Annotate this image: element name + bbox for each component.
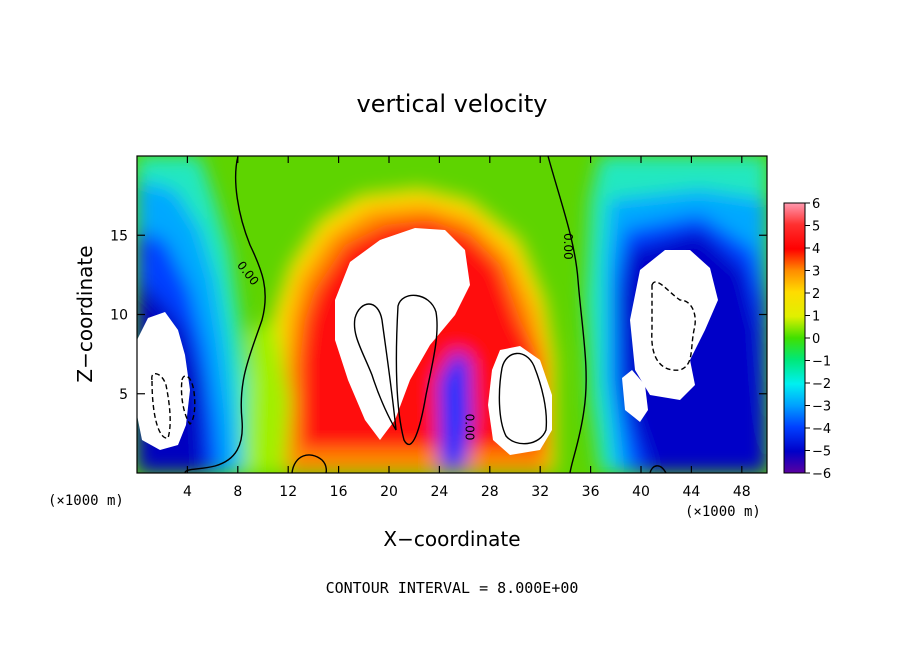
x-tick-label: 44: [682, 484, 700, 500]
y-axis-ticks: 5 10 15: [110, 228, 767, 403]
contour-label: 0.00: [463, 414, 477, 441]
colorbar-tick-label: −6: [812, 467, 831, 482]
negative-contour-left: [151, 373, 171, 439]
colorbar-ticks: 6 5 4 3 2 1 0 −1 −2 −3 −4 −5 −6: [805, 197, 831, 482]
colorbar-tick-label: −1: [812, 355, 831, 370]
y-tick-label: 10: [110, 308, 128, 324]
white-core-left: [137, 312, 190, 450]
white-core-right-small: [622, 370, 648, 422]
colorbar-tick-label: 0: [812, 332, 820, 347]
x-unit-right: (×1000 m): [685, 504, 761, 520]
x-tick-label: 24: [430, 484, 448, 500]
x-tick-label: 20: [380, 484, 398, 500]
colorbar-tick-label: 1: [812, 310, 820, 325]
x-axis-ticks: 4 8 12 16 20 24 28 32 36 40 44 48: [183, 156, 751, 500]
x-tick-label: 48: [733, 484, 751, 500]
x-tick-label: 28: [481, 484, 499, 500]
colorbar-tick-label: −4: [812, 422, 831, 437]
colorbar-tick-label: 2: [812, 287, 820, 302]
y-axis-title: Z−coordinate: [73, 245, 97, 382]
positive-contour-center-a: [353, 303, 397, 431]
positive-contour-center-right: [498, 352, 548, 445]
chart-title: vertical velocity: [357, 90, 548, 118]
x-unit-left: (×1000 m): [48, 493, 124, 509]
y-tick-label: 5: [119, 387, 128, 403]
colorbar-tick-label: 5: [812, 220, 820, 235]
x-tick-label: 40: [632, 484, 650, 500]
zero-contour-left: [184, 156, 266, 473]
colorbar-gradient: [783, 202, 806, 474]
contour-interval-footer: CONTOUR INTERVAL = 8.000E+00: [326, 579, 579, 597]
y-tick-label: 15: [110, 228, 128, 244]
x-tick-label: 36: [582, 484, 600, 500]
zero-contour-small: [291, 454, 328, 473]
x-tick-label: 4: [183, 484, 192, 500]
x-tick-label: 32: [531, 484, 549, 500]
x-axis-title: X−coordinate: [383, 527, 520, 551]
velocity-field: [137, 156, 767, 473]
negative-contour-left-b: [180, 375, 196, 426]
negative-contour-right: [651, 281, 696, 371]
colorbar-tick-label: 3: [812, 265, 820, 280]
zero-contour-bottom-right: [649, 465, 667, 473]
white-core-center: [335, 228, 470, 440]
colorbar-tick-label: −5: [812, 445, 831, 460]
colorbar-tick-label: 4: [812, 242, 820, 257]
x-tick-label: 12: [279, 484, 297, 500]
x-tick-label: 16: [330, 484, 348, 500]
positive-contour-center-b: [395, 294, 438, 446]
contour-lines: [151, 156, 696, 473]
colorbar-tick-label: −3: [812, 400, 831, 415]
colorbar-tick-label: 6: [812, 197, 820, 212]
zero-contour-right: [547, 156, 587, 473]
x-tick-label: 8: [233, 484, 242, 500]
white-core-center-right: [488, 346, 552, 455]
colorbar: 6 5 4 3 2 1 0 −1 −2 −3 −4 −5 −6: [783, 197, 831, 482]
colorbar-tick-label: −2: [812, 377, 831, 392]
contour-label: 0.00: [561, 233, 575, 260]
